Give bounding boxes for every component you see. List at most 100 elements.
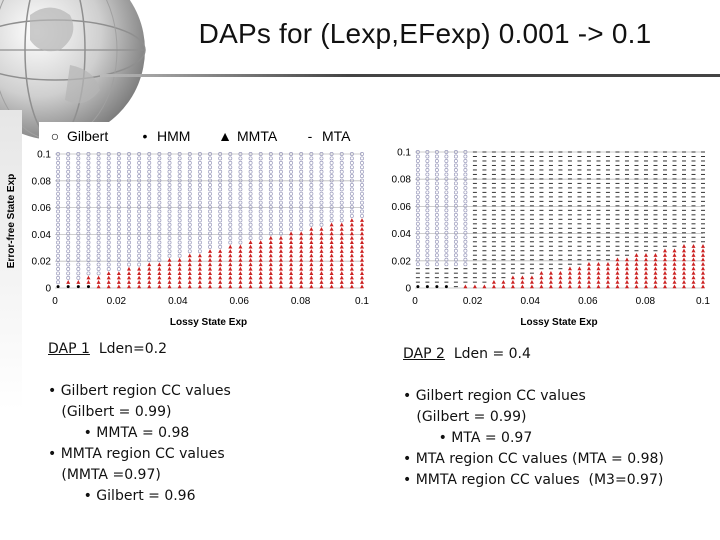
gilbert-point bbox=[228, 240, 233, 245]
gilbert-point bbox=[425, 253, 430, 258]
mmta-point bbox=[167, 284, 172, 289]
mmta-point bbox=[309, 257, 314, 262]
gilbert-point bbox=[299, 178, 304, 183]
gilbert-point bbox=[76, 222, 81, 227]
mmta-point bbox=[634, 262, 639, 266]
gilbert-point bbox=[453, 226, 458, 231]
mmta-point bbox=[662, 266, 667, 271]
gilbert-point bbox=[208, 205, 212, 210]
gilbert-point bbox=[86, 271, 91, 276]
gilbert-point bbox=[197, 209, 202, 214]
gilbert-point bbox=[208, 165, 212, 170]
mmta-point bbox=[106, 271, 111, 275]
gilbert-point bbox=[96, 240, 101, 245]
gilbert-point bbox=[137, 240, 142, 245]
gilbert-point bbox=[167, 249, 172, 254]
gilbert-point bbox=[197, 187, 202, 192]
mmta-point bbox=[268, 266, 273, 271]
gilbert-point bbox=[187, 174, 192, 179]
gilbert-point bbox=[228, 160, 233, 165]
gilbert-point bbox=[86, 244, 91, 249]
gilbert-point bbox=[127, 209, 131, 214]
gilbert-point bbox=[96, 218, 101, 223]
gilbert-point bbox=[137, 183, 142, 187]
mmta-point bbox=[567, 270, 572, 275]
gilbert-point bbox=[453, 181, 458, 186]
gilbert-point bbox=[415, 159, 420, 163]
mmta-point bbox=[187, 266, 192, 271]
gilbert-point bbox=[56, 187, 61, 192]
gilbert-point bbox=[56, 267, 61, 271]
mmta-point bbox=[520, 279, 525, 284]
gilbert-point bbox=[329, 191, 334, 196]
mmta-point bbox=[360, 271, 364, 275]
mmta-point bbox=[157, 275, 162, 280]
gilbert-point bbox=[434, 168, 439, 172]
mmta-point bbox=[126, 271, 131, 275]
gilbert-point bbox=[86, 169, 91, 174]
mmta-point bbox=[116, 275, 121, 280]
gilbert-point bbox=[187, 160, 192, 165]
gilbert-point bbox=[268, 165, 273, 170]
gilbert-point bbox=[349, 209, 354, 214]
gilbert-point bbox=[248, 187, 253, 192]
gilbert-point bbox=[248, 222, 253, 227]
gilbert-point bbox=[208, 187, 212, 192]
gilbert-point bbox=[56, 196, 61, 201]
mmta-point bbox=[653, 284, 658, 289]
legend-label: MTA bbox=[322, 128, 351, 144]
mmta-point bbox=[482, 284, 487, 289]
gilbert-point bbox=[463, 176, 468, 181]
gilbert-point bbox=[329, 218, 334, 223]
gilbert-point bbox=[66, 240, 71, 245]
gilbert-point bbox=[415, 217, 420, 222]
gilbert-point bbox=[56, 249, 61, 254]
gilbert-point bbox=[127, 196, 131, 201]
gilbert-point bbox=[167, 169, 172, 174]
gilbert-point bbox=[137, 262, 142, 267]
gilbert-point bbox=[177, 169, 182, 174]
mmta-point bbox=[691, 270, 696, 275]
gilbert-point bbox=[248, 156, 253, 161]
gilbert-point bbox=[56, 280, 61, 285]
gilbert-point bbox=[187, 196, 192, 201]
mmta-point bbox=[248, 244, 253, 249]
mmta-point bbox=[577, 284, 582, 289]
gilbert-point bbox=[76, 271, 81, 276]
dap1-note-line: • MMTA = 0.98 bbox=[48, 425, 190, 441]
mmta-point bbox=[258, 253, 263, 258]
gilbert-point bbox=[56, 156, 61, 161]
mmta-point bbox=[681, 257, 686, 262]
gilbert-point bbox=[86, 253, 91, 258]
gilbert-point bbox=[238, 160, 243, 165]
mmta-point bbox=[309, 240, 314, 245]
gilbert-point bbox=[360, 165, 364, 170]
gilbert-point bbox=[56, 222, 61, 227]
gilbert-point bbox=[444, 190, 449, 195]
dap1-note-line: • Gilbert region CC values bbox=[48, 383, 231, 399]
gilbert-point bbox=[289, 187, 294, 192]
gilbert-point bbox=[425, 181, 430, 186]
y-tick-label: 0.02 bbox=[32, 257, 52, 268]
gilbert-point bbox=[238, 174, 243, 179]
gilbert-point bbox=[56, 165, 61, 170]
gilbert-point bbox=[415, 185, 420, 190]
mmta-point bbox=[360, 218, 364, 222]
legend-label: HMM bbox=[157, 128, 190, 144]
gilbert-point bbox=[228, 209, 233, 214]
gilbert-point bbox=[116, 227, 121, 232]
gilbert-point bbox=[299, 200, 304, 205]
mmta-point bbox=[539, 284, 544, 289]
mmta-point bbox=[319, 244, 324, 249]
mmta-point bbox=[228, 249, 233, 253]
gilbert-point bbox=[268, 218, 273, 223]
gilbert-point bbox=[177, 222, 182, 227]
mmta-point bbox=[167, 257, 172, 262]
gilbert-point bbox=[76, 183, 81, 187]
gilbert-point bbox=[360, 178, 364, 183]
gilbert-point bbox=[339, 169, 344, 174]
gilbert-point bbox=[96, 258, 101, 263]
gilbert-point bbox=[279, 169, 283, 174]
mmta-point bbox=[662, 270, 667, 275]
legend-marker: ○ bbox=[51, 128, 59, 144]
